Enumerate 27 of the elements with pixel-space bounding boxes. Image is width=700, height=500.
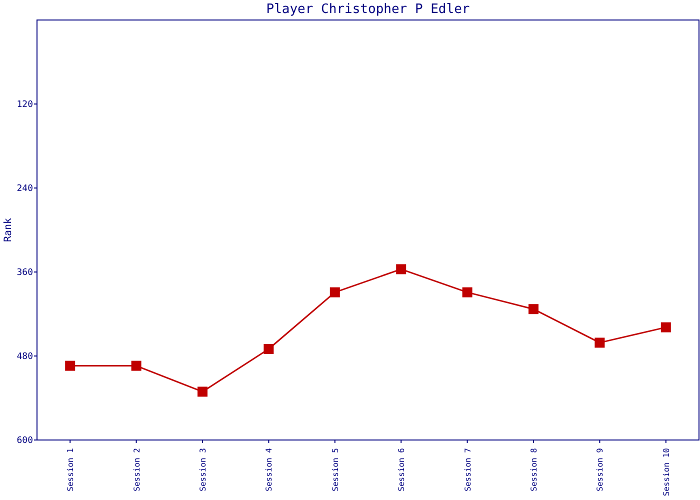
- point: [396, 264, 406, 274]
- point: [264, 344, 274, 354]
- chart-title: Player Christopher P Edler: [266, 2, 470, 17]
- x-tick-label: Session 8: [530, 448, 538, 492]
- x-tick-label: Session 2: [132, 448, 142, 492]
- y-axis-title: Rank: [3, 218, 14, 242]
- x-tick-label: Session 3: [198, 448, 208, 492]
- y-tick-label: 600: [16, 436, 33, 446]
- x-tick-label: Session 5: [330, 448, 340, 492]
- x-tick-label: Session 4: [264, 448, 274, 492]
- y-tick-label: 120: [16, 100, 33, 110]
- point: [131, 360, 142, 371]
- y-tick-label: 480: [16, 352, 33, 362]
- point: [462, 287, 472, 298]
- point: [528, 304, 538, 314]
- point: [198, 386, 208, 397]
- point: [594, 338, 605, 348]
- x-tick-label: Session 9: [596, 448, 605, 492]
- x-tick-label: Session 1: [66, 448, 76, 492]
- y-tick-label: 360: [16, 268, 33, 278]
- x-tick-label: Session 6: [397, 448, 406, 492]
- point: [660, 322, 671, 332]
- point: [65, 360, 76, 371]
- point: [330, 287, 340, 298]
- x-tick-label: Session 10: [662, 448, 671, 496]
- x-tick-label: Session 7: [463, 448, 472, 492]
- y-tick-label: 240: [16, 184, 33, 194]
